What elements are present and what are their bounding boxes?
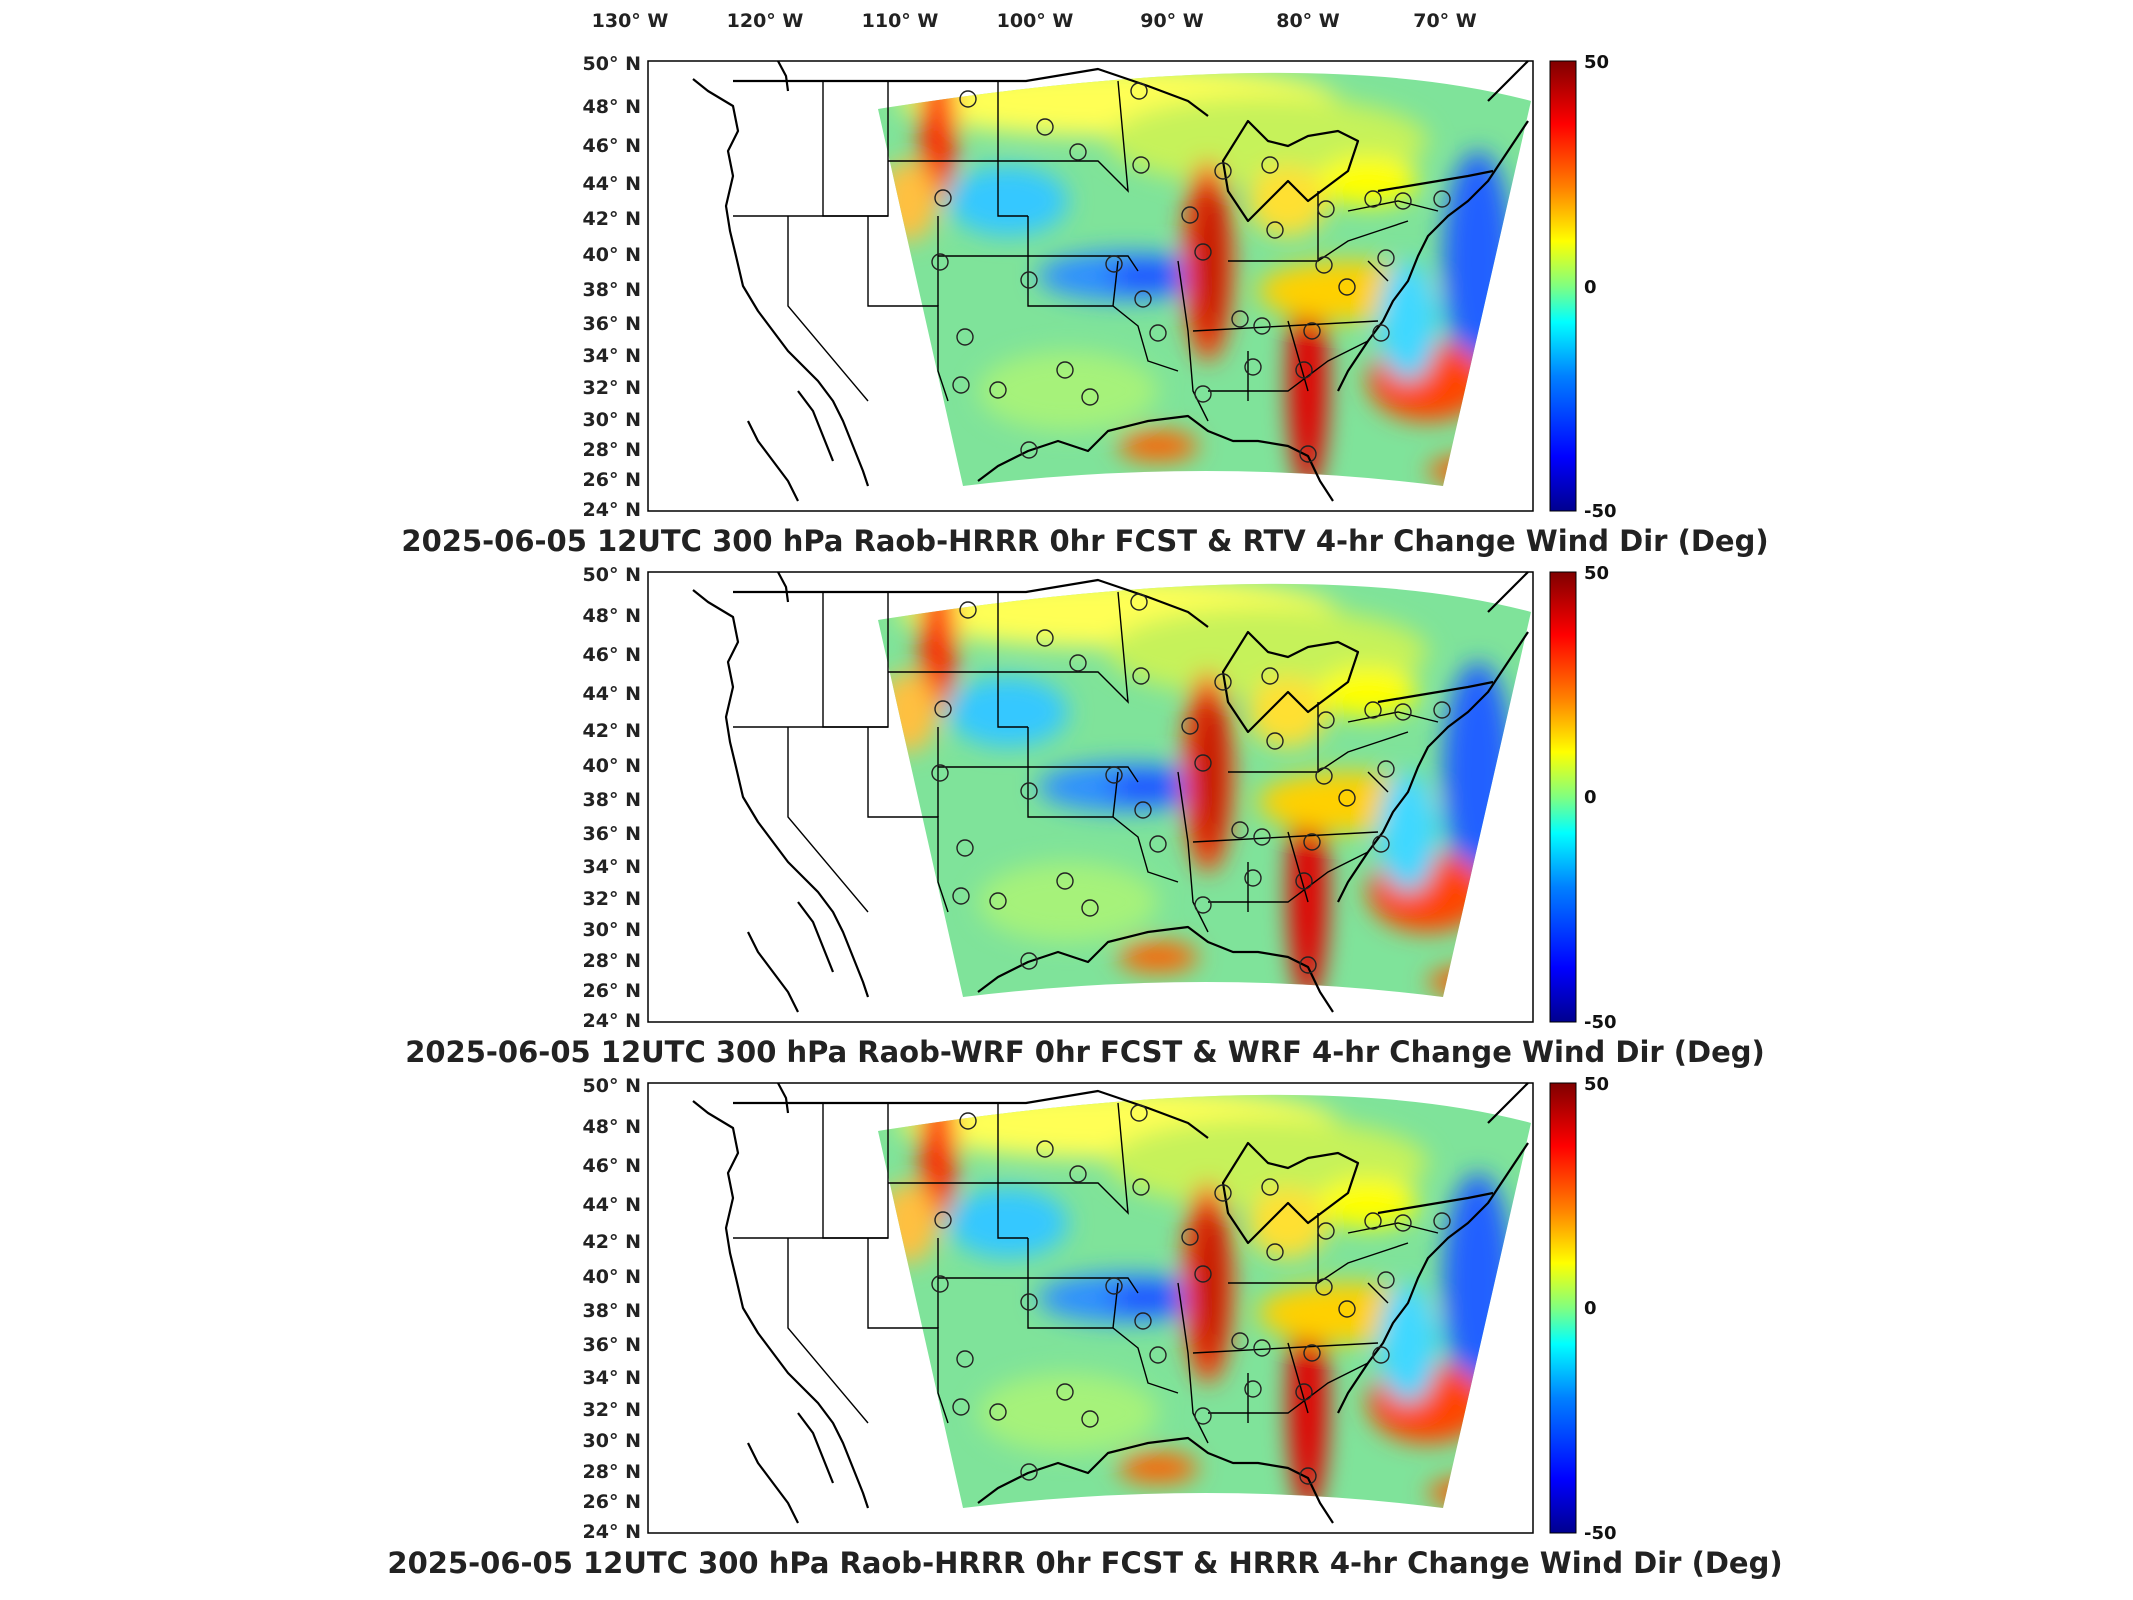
lat-label: 34° N xyxy=(583,345,641,367)
lat-label: 34° N xyxy=(583,1367,641,1389)
lat-label: 50° N xyxy=(583,53,641,75)
colorbar-max-label: 50 xyxy=(1584,1074,1609,1095)
colorbar-max-label: 50 xyxy=(1584,52,1609,73)
lat-label: 28° N xyxy=(583,439,641,461)
lat-label: 26° N xyxy=(583,469,641,491)
lon-label: 90° W xyxy=(1140,10,1204,32)
colorbar-mid-label: 0 xyxy=(1584,787,1597,808)
lat-label: 28° N xyxy=(583,950,641,972)
colorbar-mid-label: 0 xyxy=(1584,277,1597,298)
lat-label: 32° N xyxy=(583,377,641,399)
lat-label: 42° N xyxy=(583,208,641,230)
lat-label: 46° N xyxy=(583,1155,641,1177)
lat-label: 32° N xyxy=(583,1399,641,1421)
lat-label: 40° N xyxy=(583,755,641,777)
map-panel xyxy=(648,61,1548,511)
colorbar-mid-label: 0 xyxy=(1584,1298,1597,1319)
lat-label: 24° N xyxy=(583,1010,641,1032)
lon-label: 120° W xyxy=(727,10,804,32)
lat-label: 26° N xyxy=(583,1491,641,1513)
lon-label: 110° W xyxy=(862,10,939,32)
lat-label: 42° N xyxy=(583,1231,641,1253)
lat-label: 38° N xyxy=(583,279,641,301)
lat-label: 24° N xyxy=(583,1521,641,1543)
colorbar-min-label: -50 xyxy=(1584,1523,1617,1544)
lat-label: 30° N xyxy=(583,919,641,941)
lat-label: 36° N xyxy=(583,823,641,845)
lat-label: 30° N xyxy=(583,1430,641,1452)
panel-3: 50° N 48° N 46° N 44° N 42° N 40° N 38° … xyxy=(387,1074,1782,1580)
lat-label: 48° N xyxy=(583,605,641,627)
colorbar-min-label: -50 xyxy=(1584,1012,1617,1033)
panel-title: 2025-06-05 12UTC 300 hPa Raob-WRF 0hr FC… xyxy=(405,1035,1765,1069)
colorbar-max-label: 50 xyxy=(1584,563,1609,584)
lat-label: 48° N xyxy=(583,1116,641,1138)
lon-label: 80° W xyxy=(1276,10,1340,32)
lat-label: 26° N xyxy=(583,980,641,1002)
lat-label: 40° N xyxy=(583,244,641,266)
lon-label: 70° W xyxy=(1413,10,1477,32)
colorbar xyxy=(1549,571,1577,1023)
lon-label: 130° W xyxy=(592,10,669,32)
lat-label: 30° N xyxy=(583,409,641,431)
colorbar xyxy=(1549,60,1577,512)
lat-label: 28° N xyxy=(583,1461,641,1483)
lat-label: 50° N xyxy=(583,1075,641,1097)
panel-1: 50° N 48° N 46° N 44° N 42° N 40° N 38° … xyxy=(401,52,1768,558)
panel-title: 2025-06-05 12UTC 300 hPa Raob-HRRR 0hr F… xyxy=(401,524,1768,558)
lat-label: 44° N xyxy=(583,683,641,705)
lat-label: 34° N xyxy=(583,856,641,878)
panel-title: 2025-06-05 12UTC 300 hPa Raob-HRRR 0hr F… xyxy=(387,1546,1782,1580)
panel-2: 50° N 48° N 46° N 44° N 42° N 40° N 38° … xyxy=(405,563,1765,1069)
lat-label: 36° N xyxy=(583,1334,641,1356)
lat-label: 46° N xyxy=(583,644,641,666)
lat-label: 44° N xyxy=(583,1194,641,1216)
lat-labels: 50° N 48° N 46° N 44° N 42° N 40° N 38° … xyxy=(583,564,641,1032)
colorbar-min-label: -50 xyxy=(1584,501,1617,522)
lat-label: 36° N xyxy=(583,313,641,335)
lat-label: 44° N xyxy=(583,173,641,195)
longitude-labels: 130° W 120° W 110° W 100° W 90° W 80° W … xyxy=(592,10,1477,32)
lat-label: 38° N xyxy=(583,1300,641,1322)
lat-label: 40° N xyxy=(583,1266,641,1288)
map-panel xyxy=(648,1083,1548,1533)
lat-label: 48° N xyxy=(583,96,641,118)
lat-label: 24° N xyxy=(583,499,641,521)
lat-label: 32° N xyxy=(583,888,641,910)
lat-labels: 50° N 48° N 46° N 44° N 42° N 40° N 38° … xyxy=(583,53,641,521)
lat-label: 50° N xyxy=(583,564,641,586)
map-panel xyxy=(648,572,1548,1022)
lat-label: 38° N xyxy=(583,789,641,811)
lat-labels: 50° N 48° N 46° N 44° N 42° N 40° N 38° … xyxy=(583,1075,641,1543)
lon-label: 100° W xyxy=(997,10,1074,32)
colorbar xyxy=(1549,1082,1577,1534)
lat-label: 42° N xyxy=(583,720,641,742)
lat-label: 46° N xyxy=(583,135,641,157)
